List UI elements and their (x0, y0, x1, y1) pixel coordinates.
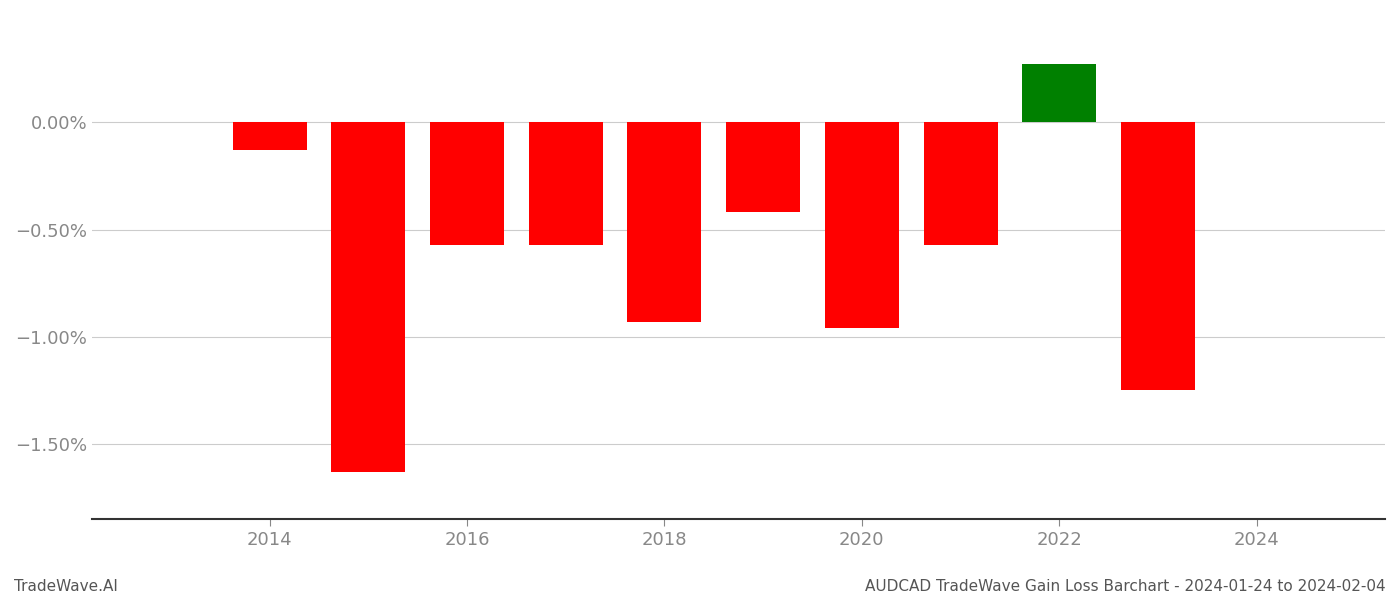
Bar (1022, 64, 1096, 122)
Bar (529, 122, 603, 245)
Bar (627, 122, 701, 322)
Text: AUDCAD TradeWave Gain Loss Barchart - 2024-01-24 to 2024-02-04: AUDCAD TradeWave Gain Loss Barchart - 20… (865, 579, 1386, 594)
Bar (825, 122, 899, 328)
Bar (924, 122, 998, 245)
Bar (430, 122, 504, 245)
Bar (232, 122, 307, 150)
Bar (1121, 122, 1196, 391)
Text: TradeWave.AI: TradeWave.AI (14, 579, 118, 594)
Bar (727, 122, 801, 212)
Bar (332, 122, 406, 472)
